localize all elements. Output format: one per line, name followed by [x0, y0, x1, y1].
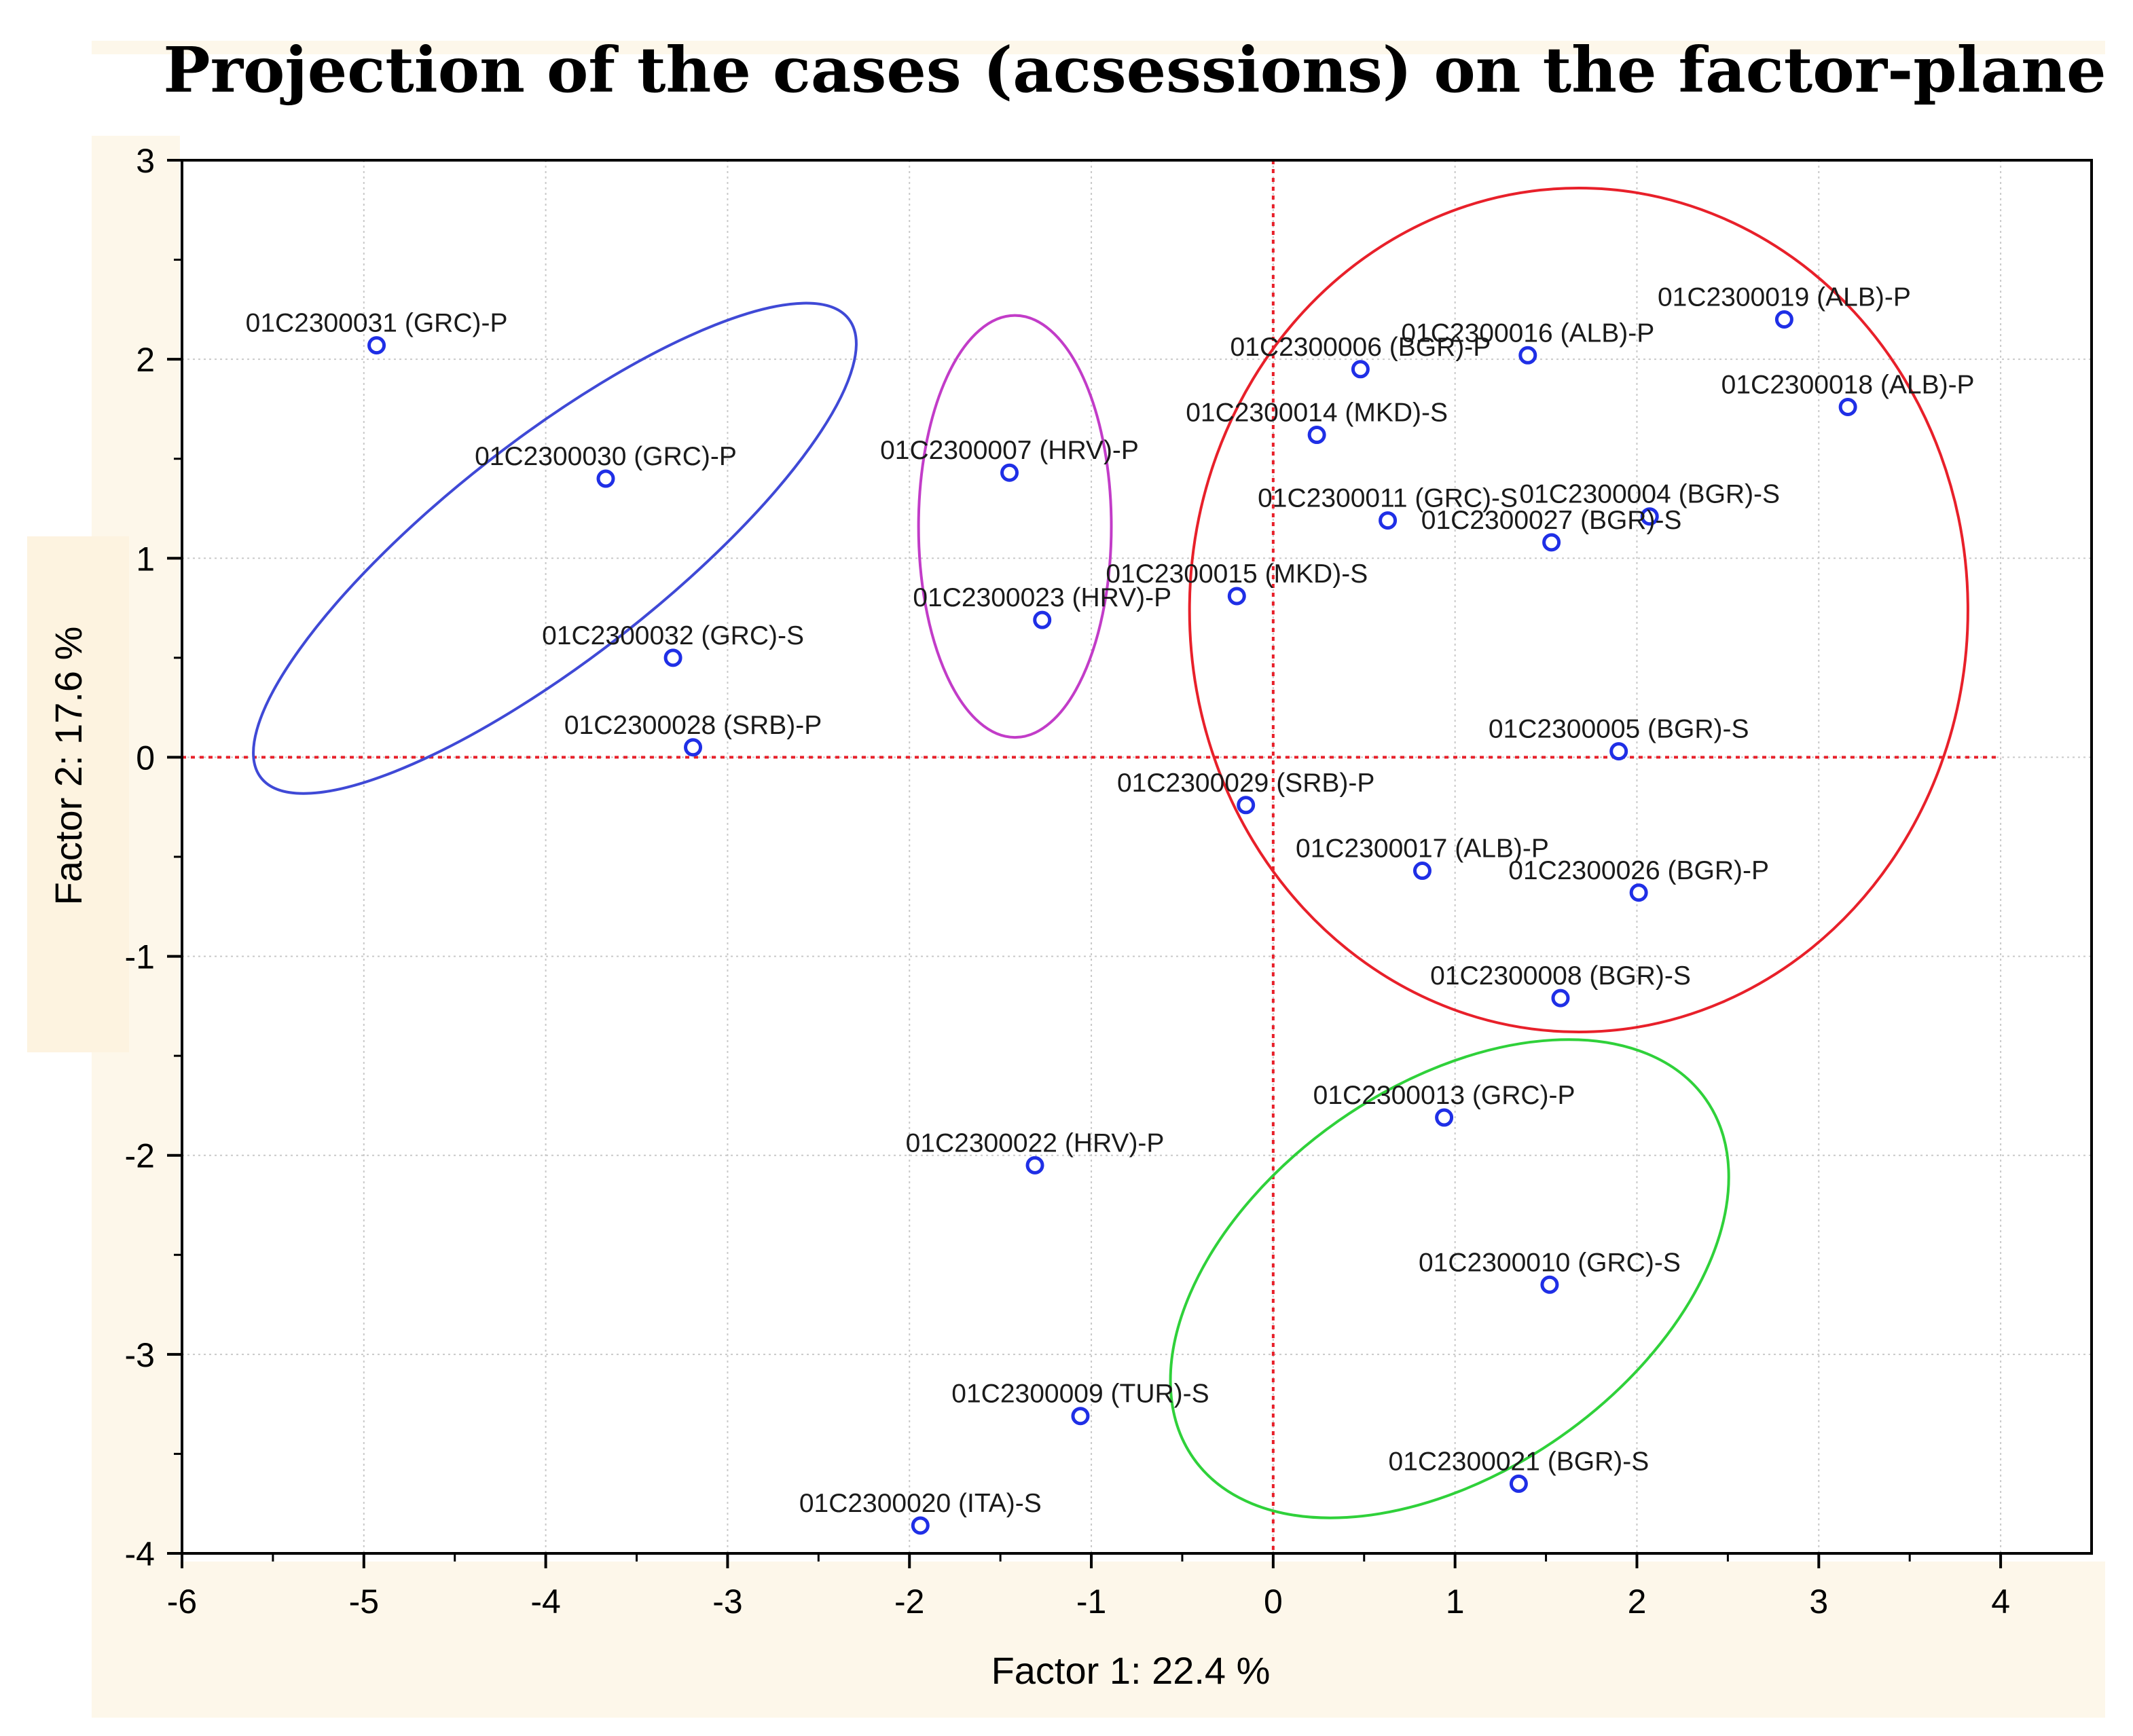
data-point-01c2300010-grc-s: [1540, 1275, 1559, 1294]
y-title-band: [27, 536, 129, 1052]
point-label-01c2300022-hrv-p: 01C2300022 (HRV)-P: [906, 1128, 1165, 1158]
data-point-01c2300009-tur-s: [1071, 1407, 1090, 1426]
grid-layer: [182, 160, 2092, 1553]
data-points: [367, 310, 1857, 1535]
point-label-01c2300016-alb-p: 01C2300016 (ALB)-P: [1401, 318, 1654, 348]
reference-lines: [182, 160, 2001, 1553]
data-point-01c2300004-bgr-s: [1640, 507, 1659, 526]
data-point-01c2300032-grc-s: [663, 648, 682, 667]
cluster-ellipse-red: [1188, 187, 1969, 1033]
data-point-01c2300018-alb-p: [1838, 397, 1857, 416]
cluster-ellipse-blue: [252, 301, 858, 795]
cluster-ellipse-magenta: [917, 314, 1113, 739]
cluster-ellipse-green: [1169, 1038, 1730, 1519]
chart-title: Projection of the cases (acsessions) on …: [163, 33, 2106, 107]
data-point-01c2300011-grc-s: [1379, 511, 1398, 530]
point-label-01c2300029-srb-p: 01C2300029 (SRB)-P: [1117, 769, 1374, 798]
y-tick-label-1: 1: [136, 540, 155, 578]
x-tick-label-1: -1: [1076, 1583, 1106, 1621]
point-label-01c2300008-bgr-s: 01C2300008 (BGR)-S: [1430, 961, 1691, 991]
data-point-01c2300027-bgr-s: [1542, 533, 1561, 552]
y-tick-label-3: -3: [125, 1336, 155, 1374]
point-label-01c2300023-hrv-p: 01C2300023 (HRV)-P: [913, 583, 1171, 612]
point-label-01c2300004-bgr-s: 01C2300004 (BGR)-S: [1519, 480, 1780, 509]
x-tick-label-4: -4: [530, 1583, 560, 1621]
x-tick-label-1: 1: [1446, 1583, 1465, 1621]
x-tick-label-4: 4: [1991, 1583, 2010, 1621]
top-band: [92, 41, 2105, 54]
x-axis-title: Factor 1: 22.4 %: [991, 1649, 1271, 1692]
plot-area: [182, 160, 2092, 1553]
data-point-01c2300030-grc-p: [596, 469, 615, 488]
data-point-01c2300029-srb-p: [1237, 796, 1256, 815]
x-tick-label-2: -2: [894, 1583, 924, 1621]
x-tick-label-2: 2: [1628, 1583, 1647, 1621]
data-point-01c2300031-grc-p: [367, 336, 386, 355]
y-tick-label-3: 3: [136, 142, 155, 180]
point-label-01c2300011-grc-s: 01C2300011 (GRC)-S: [1258, 484, 1518, 513]
point-label-01c2300020-ita-s: 01C2300020 (ITA)-S: [799, 1489, 1042, 1518]
data-point-01c2300016-alb-p: [1518, 346, 1537, 365]
y-axis-title: Factor 2: 17.6 %: [47, 627, 90, 906]
x-tick-label-5: -5: [349, 1583, 379, 1621]
data-point-01c2300020-ita-s: [911, 1516, 930, 1535]
axes: -6 -5 -4 -3 -2 -1 0 1 2 3 4 -4 -3 -2 -1 0 1 2 3: [125, 142, 2093, 1621]
data-point-01c2300023-hrv-p: [1033, 610, 1052, 629]
data-point-01c2300014-mkd-s: [1307, 426, 1326, 445]
point-label-01c2300026-bgr-p: 01C2300026 (BGR)-P: [1508, 856, 1769, 885]
point-label-01c2300014-mkd-s: 01C2300014 (MKD)-S: [1186, 399, 1448, 428]
point-label-01c2300031-grc-p: 01C2300031 (GRC)-P: [246, 309, 508, 338]
data-point-01c2300008-bgr-s: [1551, 989, 1570, 1008]
y-tick-label-0: 0: [136, 739, 155, 777]
point-label-01c2300013-grc-p: 01C2300013 (GRC)-P: [1313, 1081, 1575, 1110]
point-label-01c2300030-grc-p: 01C2300030 (GRC)-P: [475, 442, 737, 471]
point-labels: 01C2300031 (GRC)-P 01C2300030 (GRC)-P 01C2…: [246, 283, 1975, 1518]
point-label-01c2300027-bgr-s: 01C2300027 (BGR)-S: [1421, 506, 1682, 535]
point-label-01c2300028-srb-p: 01C2300028 (SRB)-P: [564, 711, 822, 740]
point-label-01c2300010-grc-s: 01C2300010 (GRC)-S: [1419, 1248, 1681, 1277]
data-point-01c2300013-grc-p: [1435, 1108, 1454, 1127]
data-point-01c2300019-alb-p: [1774, 310, 1793, 329]
y-tick-label-1: -1: [125, 938, 155, 976]
point-label-01c2300018-alb-p: 01C2300018 (ALB)-P: [1721, 370, 1975, 399]
data-point-01c2300006-bgr-p: [1351, 360, 1370, 379]
data-point-01c2300007-hrv-p: [1000, 463, 1019, 482]
x-tick-label-3: -3: [712, 1583, 742, 1621]
y-tick-label-4: -4: [125, 1535, 155, 1573]
data-point-01c2300022-hrv-p: [1025, 1156, 1044, 1175]
x-tick-label-3: 3: [1809, 1583, 1828, 1621]
data-point-01c2300017-alb-p: [1412, 862, 1432, 881]
point-label-01c2300021-bgr-s: 01C2300021 (BGR)-S: [1389, 1447, 1649, 1476]
data-point-01c2300015-mkd-s: [1227, 587, 1246, 606]
point-label-01c2300019-alb-p: 01C2300019 (ALB)-P: [1658, 283, 1911, 312]
data-point-01c2300005-bgr-s: [1609, 742, 1628, 761]
point-label-01c2300015-mkd-s: 01C2300015 (MKD)-S: [1106, 559, 1368, 589]
data-point-01c2300028-srb-p: [684, 738, 703, 757]
x-tick-label-6: -6: [167, 1583, 197, 1621]
point-label-01c2300006-bgr-p: 01C2300006 (BGR)-P: [1230, 333, 1491, 362]
data-point-01c2300021-bgr-s: [1509, 1474, 1528, 1493]
x-tick-label-0: 0: [1264, 1583, 1283, 1621]
y-tick-label-2: 2: [136, 341, 155, 379]
point-label-01c2300017-alb-p: 01C2300017 (ALB)-P: [1296, 834, 1549, 864]
point-label-01c2300007-hrv-p: 01C2300007 (HRV)-P: [880, 436, 1139, 465]
point-label-01c2300005-bgr-s: 01C2300005 (BGR)-S: [1489, 715, 1749, 744]
point-label-01c2300032-grc-s: 01C2300032 (GRC)-S: [542, 621, 804, 650]
y-tick-label-2: -2: [125, 1137, 155, 1175]
data-point-01c2300026-bgr-p: [1629, 883, 1648, 902]
point-label-01c2300009-tur-s: 01C2300009 (TUR)-S: [951, 1380, 1209, 1409]
cluster-ellipses: [252, 187, 1969, 1519]
bottom-band: [92, 1562, 2105, 1718]
